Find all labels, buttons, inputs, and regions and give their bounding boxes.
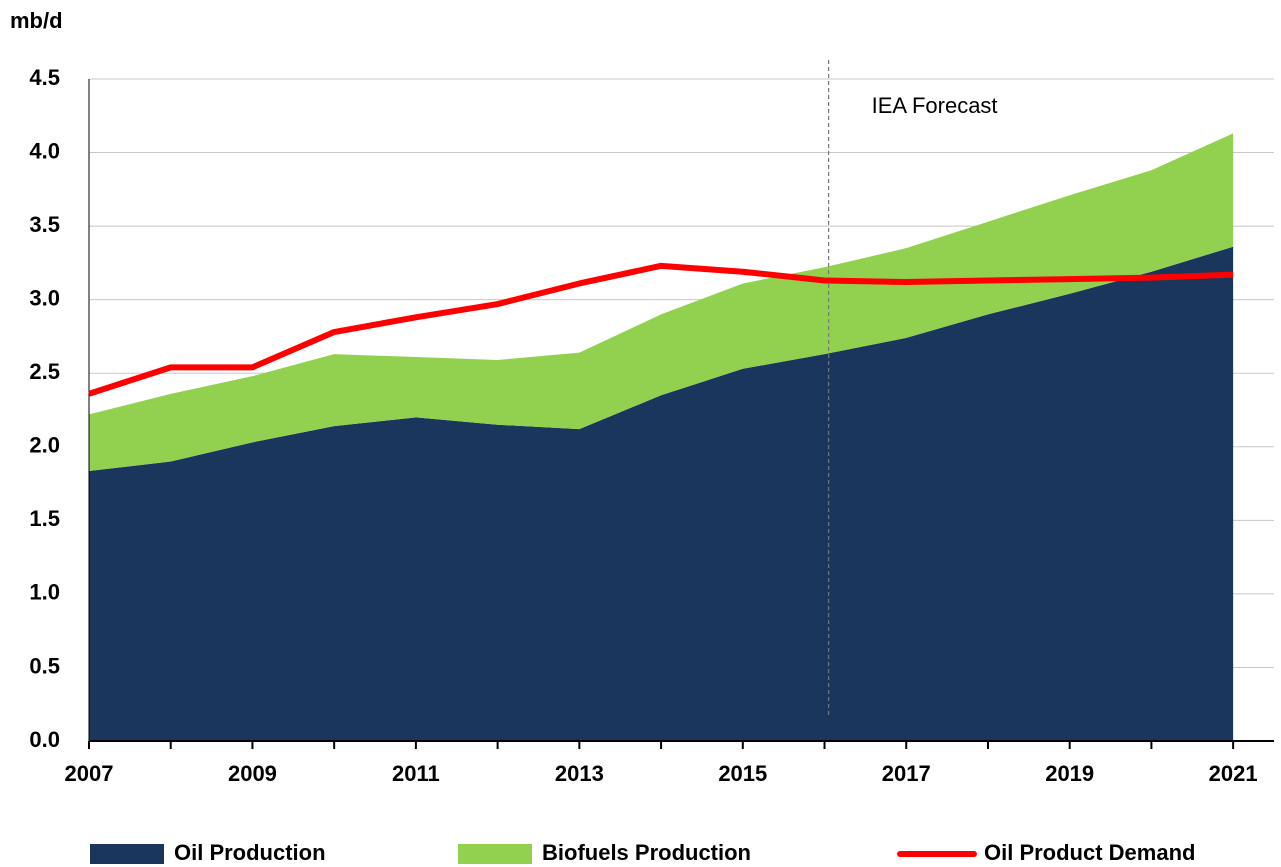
x-tick-label: 2009 xyxy=(228,761,277,786)
y-tick-label: 2.5 xyxy=(29,359,60,384)
y-tick-label: 0.5 xyxy=(29,653,60,678)
x-tick-label: 2021 xyxy=(1209,761,1258,786)
annotation: IEA Forecast xyxy=(872,93,998,118)
legend-swatch xyxy=(90,844,164,864)
y-tick-label: 4.5 xyxy=(29,65,60,90)
y-tick-label: 3.0 xyxy=(29,285,60,310)
x-tick-label: 2013 xyxy=(555,761,604,786)
x-tick-label: 2015 xyxy=(718,761,767,786)
y-axis-label: mb/d xyxy=(10,8,63,33)
y-tick-label: 1.0 xyxy=(29,580,60,605)
y-tick-label: 2.0 xyxy=(29,433,60,458)
area xyxy=(89,133,1234,472)
line xyxy=(88,262,1234,397)
legend-label: Oil Product Demand xyxy=(984,840,1195,865)
y-tick-label: 0.0 xyxy=(29,727,60,752)
y-tick-label: 3.5 xyxy=(29,212,60,237)
x-tick-label: 2019 xyxy=(1045,761,1094,786)
x-tick-label: 2017 xyxy=(882,761,931,786)
y-tick-label: 4.0 xyxy=(29,138,60,163)
x-tick-label: 2011 xyxy=(392,761,440,786)
legend-swatch xyxy=(458,844,532,864)
legend-label: Biofuels Production xyxy=(542,840,751,865)
y-tick-label: 1.5 xyxy=(29,506,60,531)
x-tick-label: 2007 xyxy=(65,761,114,786)
area xyxy=(89,246,1234,741)
legend-label: Oil Production xyxy=(174,840,326,865)
